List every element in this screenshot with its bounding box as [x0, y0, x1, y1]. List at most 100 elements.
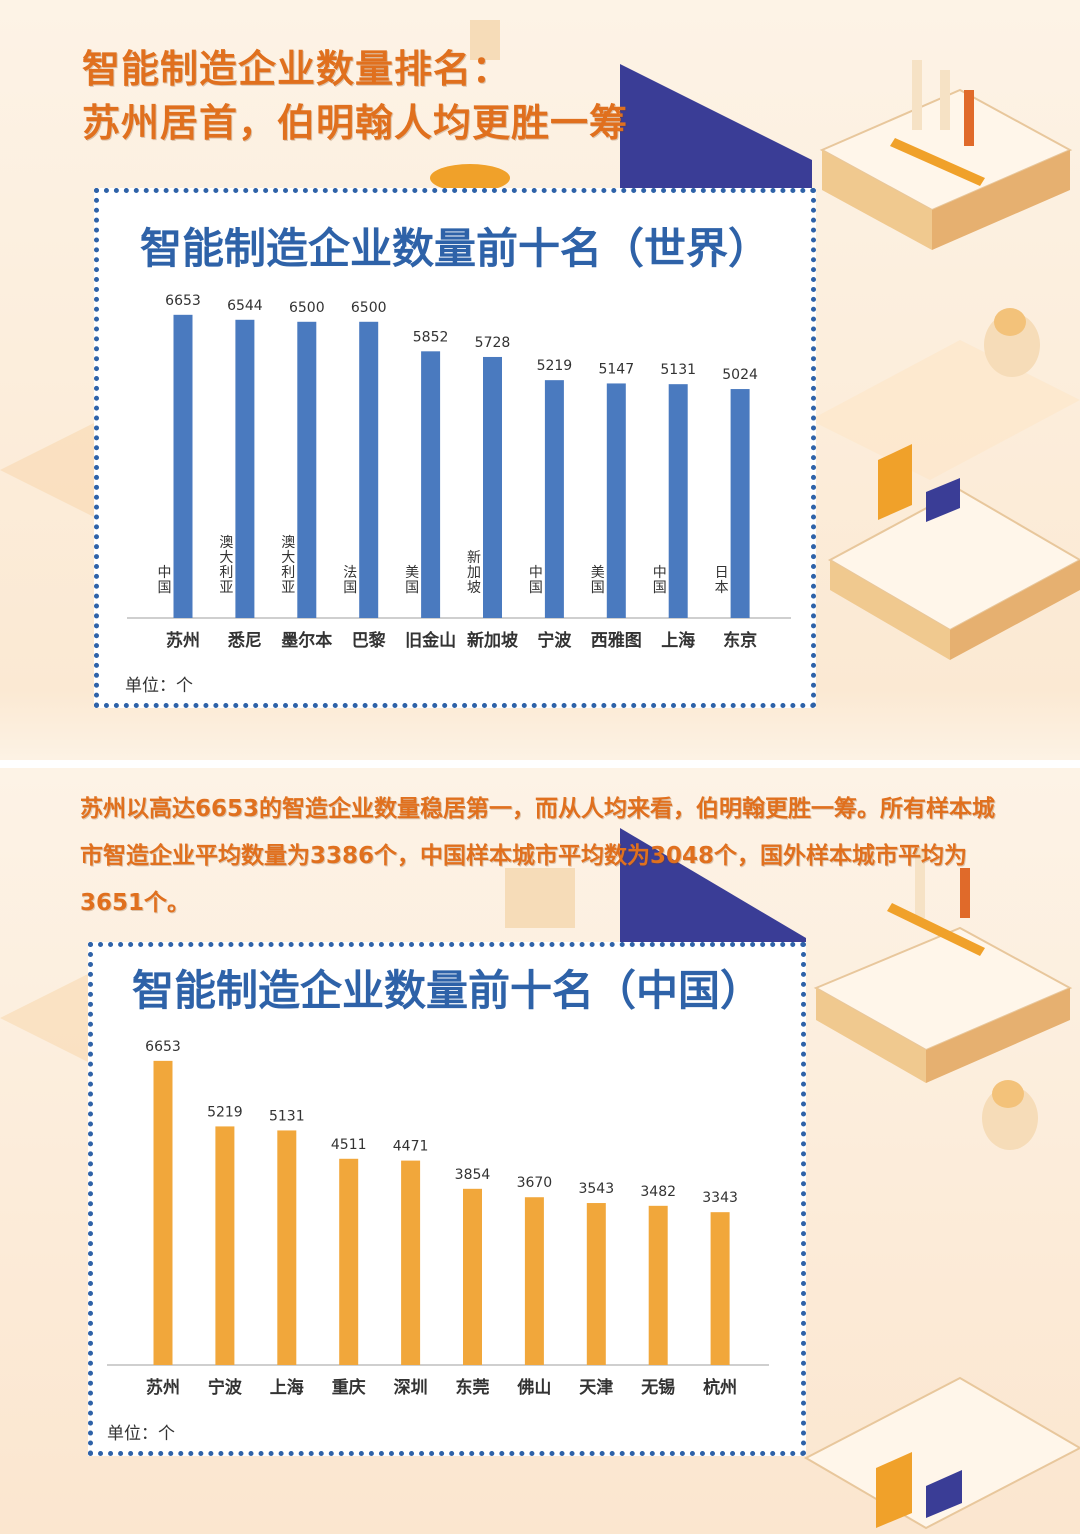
page-title-line-2: 苏州居首，伯明翰人均更胜一筹	[82, 101, 629, 145]
china-category-label: 重庆	[332, 1377, 366, 1398]
world-category-label: 旧金山	[405, 630, 456, 651]
world-value-label: 5852	[413, 329, 449, 345]
china-bar	[401, 1160, 421, 1365]
world-country-char: 美	[591, 565, 605, 581]
world-category-label: 苏州	[166, 630, 200, 651]
china-bar	[339, 1158, 359, 1365]
china-bar	[277, 1130, 297, 1365]
world-country-char: 中	[529, 565, 543, 581]
world-country-char: 坡	[467, 580, 481, 596]
china-category-label: 杭州	[703, 1377, 737, 1398]
world-unit-label: 单位：个	[125, 676, 193, 696]
world-country-char: 利	[219, 565, 233, 581]
world-country-char: 中	[653, 565, 667, 581]
world-country-char: 澳	[281, 535, 295, 551]
world-country-char: 国	[591, 580, 605, 596]
world-bar	[173, 314, 193, 618]
world-category-label: 东京	[723, 630, 757, 651]
world-chart-title: 智能制造企业数量前十名（世界）	[139, 224, 770, 273]
world-bar	[235, 319, 255, 618]
world-country-char: 加	[467, 565, 481, 581]
world-country-char: 中	[158, 565, 172, 581]
world-bar	[421, 351, 441, 618]
world-country-char: 本	[715, 580, 729, 596]
world-bar	[544, 380, 564, 618]
world-value-label: 5728	[475, 335, 511, 351]
china-chart-card: 智能制造企业数量前十名（中国） 6653 苏州 5219 宁波 5131 上海 4511 重庆…	[88, 942, 806, 1456]
world-country-char: 澳	[219, 535, 233, 551]
world-country-char: 国	[343, 580, 357, 596]
world-country-label: 中国	[653, 565, 667, 596]
world-country-char: 国	[529, 580, 543, 596]
world-country-label: 中国	[529, 565, 543, 596]
china-category-label: 宁波	[208, 1377, 243, 1398]
china-value-label: 6653	[145, 1039, 181, 1055]
china-bar	[710, 1212, 730, 1365]
world-value-label: 6500	[289, 300, 325, 316]
china-chart-title: 智能制造企业数量前十名（中国）	[131, 966, 762, 1015]
china-category-label: 上海	[270, 1377, 304, 1398]
world-bar	[606, 383, 626, 618]
china-value-label: 4471	[393, 1139, 429, 1155]
china-value-label: 3343	[702, 1190, 738, 1206]
china-bar	[586, 1203, 606, 1365]
world-country-label: 中国	[158, 565, 172, 596]
isometric-illustration-bottom	[0, 828, 1080, 1530]
china-value-label: 3670	[517, 1175, 553, 1191]
world-bar	[483, 356, 502, 618]
china-category-label: 佛山	[516, 1377, 551, 1398]
top-section: 智能制造企业数量排名： 苏州居首，伯明翰人均更胜一筹 智能制造企业数量前十名（世…	[0, 0, 1080, 760]
bottom-section: 苏州以高达6653的智造企业数量稳居第一，而从人均来看，伯明翰更胜一筹。所有样本…	[0, 768, 1080, 1534]
world-value-label: 6500	[351, 300, 387, 316]
china-category-label: 天津	[579, 1377, 613, 1398]
world-country-char: 利	[281, 565, 295, 581]
china-bar	[153, 1060, 173, 1365]
china-category-label: 深圳	[394, 1377, 428, 1398]
china-value-label: 3854	[455, 1167, 491, 1183]
china-value-label: 3482	[640, 1184, 676, 1200]
china-category-label: 苏州	[146, 1377, 180, 1398]
china-bar-chart: 6653 苏州 5219 宁波 5131 上海 4511 重庆 4471 深圳 3854 东莞 3670…	[107, 1039, 769, 1398]
china-category-label: 东莞	[456, 1377, 490, 1398]
isometric-illustration-top	[0, 20, 1080, 660]
world-country-char: 亚	[281, 580, 295, 596]
world-category-label: 新加坡	[467, 630, 518, 651]
world-category-label: 宁波	[537, 630, 572, 651]
world-country-label: 美国	[405, 565, 419, 596]
world-country-label: 新加坡	[467, 550, 481, 596]
china-category-label: 无锡	[640, 1377, 675, 1398]
world-country-char: 大	[219, 550, 233, 566]
world-country-char: 美	[405, 565, 419, 581]
world-bar	[668, 384, 688, 618]
world-country-char: 大	[281, 550, 295, 566]
page-title-line-1: 智能制造企业数量排名：	[82, 47, 512, 91]
china-value-label: 5219	[207, 1104, 243, 1120]
world-category-label: 墨尔本	[281, 630, 332, 651]
world-value-label: 6653	[165, 293, 201, 309]
world-chart-card: 智能制造企业数量前十名（世界） 6653 苏州 中国 6544 悉尼 澳大利亚 6500 墨尔…	[94, 188, 816, 708]
world-bar	[359, 321, 379, 618]
world-category-label: 上海	[661, 630, 695, 651]
world-category-label: 西雅图	[591, 630, 642, 651]
page-title: 智能制造企业数量排名： 苏州居首，伯明翰人均更胜一筹	[82, 42, 628, 150]
world-country-char: 国	[405, 580, 419, 596]
world-country-char: 新	[467, 550, 481, 566]
world-country-char: 国	[158, 580, 172, 596]
china-value-label: 3543	[578, 1181, 614, 1197]
china-bar	[524, 1197, 544, 1365]
china-value-label: 5131	[269, 1108, 305, 1124]
world-bar	[730, 389, 750, 618]
world-value-label: 5147	[598, 361, 634, 377]
summary-paragraph: 苏州以高达6653的智造企业数量稳居第一，而从人均来看，伯明翰更胜一筹。所有样本…	[80, 796, 996, 916]
china-bar	[463, 1188, 482, 1365]
world-value-label: 5024	[722, 367, 758, 383]
world-bar	[297, 321, 317, 618]
china-value-label: 4511	[331, 1137, 367, 1153]
china-bar	[215, 1126, 235, 1365]
world-category-label: 悉尼	[227, 631, 262, 651]
world-country-char: 日	[715, 565, 729, 581]
world-country-char: 法	[343, 565, 357, 581]
